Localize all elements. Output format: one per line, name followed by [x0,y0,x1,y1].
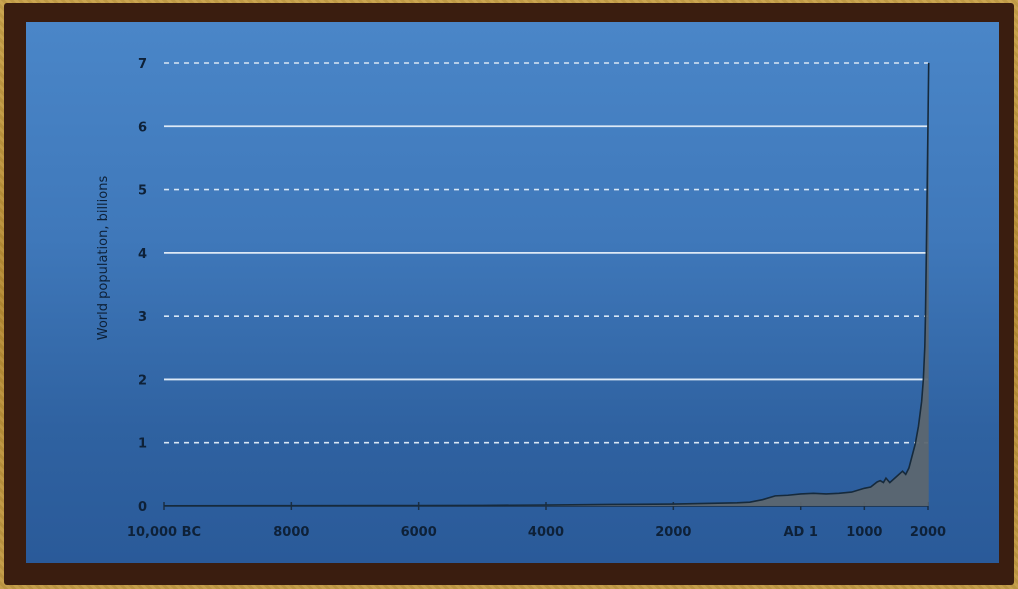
y-tick-label: 2 [138,373,147,388]
y-tick-label: 0 [138,500,147,515]
y-tick-label: 6 [138,120,147,135]
x-tick-label: 10,000 BC [127,525,201,540]
x-tick-label: 8000 [273,525,309,540]
x-tick-label: 6000 [401,525,437,540]
y-tick-label: 3 [138,310,147,325]
y-axis-label: World population, billions [96,176,111,341]
x-tick-label: AD 1 [784,525,818,540]
x-tick-label: 2000 [910,525,946,540]
x-tick-label: 2000 [655,525,691,540]
x-tick-label: 1000 [846,525,882,540]
y-tick-labels: 0 1 2 3 4 5 6 7 [138,57,147,515]
gridlines [164,62,928,444]
y-tick-label: 5 [138,184,147,199]
y-tick-label: 1 [138,437,147,452]
y-tick-label: 7 [138,57,147,72]
y-tick-label: 4 [138,247,147,262]
population-area [164,63,929,506]
population-line [163,62,930,507]
x-tick-label: 4000 [528,525,564,540]
x-tick-labels: 10,000 BC 8000 6000 4000 2000 AD 1 1000 2000 [127,525,946,540]
